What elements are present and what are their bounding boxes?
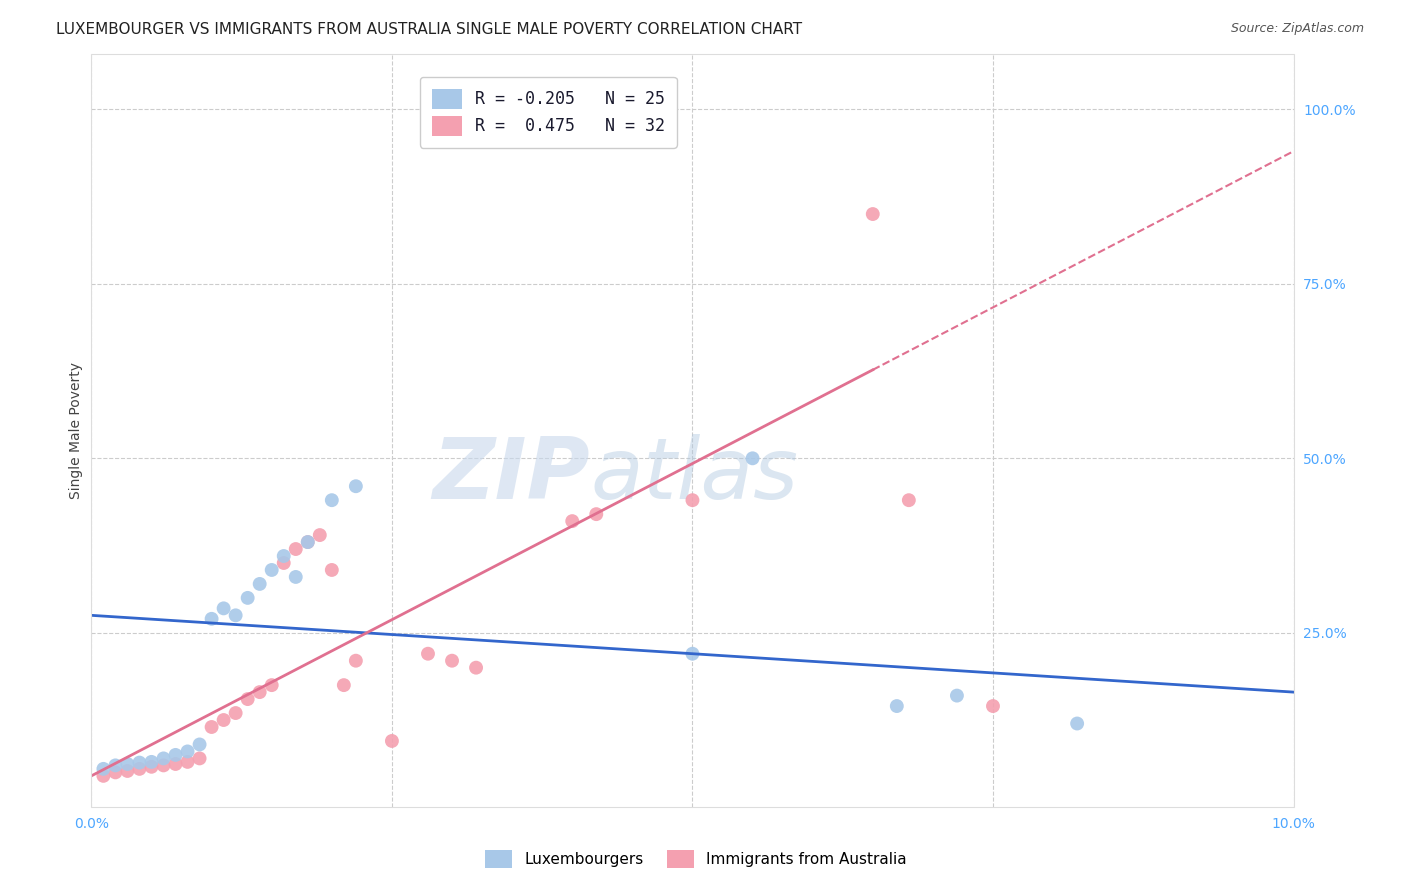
Point (117, 764, 139, 778)
Point (176, 755, 198, 769)
Point (440, 654, 463, 668)
Point (212, 713, 235, 727)
Point (273, 549, 295, 563)
Point (886, 699, 908, 714)
Point (165, 747, 187, 762)
Point (297, 535, 319, 549)
Point (321, 563, 343, 577)
Point (188, 738, 211, 752)
Point (897, 493, 920, 508)
Point (117, 756, 139, 771)
Point (201, 612, 224, 626)
Point (212, 601, 235, 615)
Legend: Luxembourgers, Immigrants from Australia: Luxembourgers, Immigrants from Australia (478, 844, 914, 873)
Point (344, 479, 367, 493)
Point (862, 207, 884, 221)
Point (152, 758, 174, 772)
Point (333, 678, 356, 692)
Point (104, 758, 127, 772)
Point (201, 720, 224, 734)
Point (236, 692, 259, 706)
Point (741, 451, 763, 466)
Point (225, 608, 247, 623)
Point (381, 734, 404, 748)
Point (141, 760, 163, 774)
Point (176, 744, 198, 758)
Point (681, 493, 703, 508)
Point (946, 689, 969, 703)
Point (128, 762, 150, 776)
Point (681, 647, 703, 661)
Point (297, 535, 319, 549)
Point (165, 756, 187, 771)
Point (188, 751, 211, 765)
Text: atlas: atlas (591, 434, 799, 517)
Point (93, 769, 115, 783)
Point (249, 577, 271, 591)
Text: ZIP: ZIP (433, 434, 591, 517)
Point (284, 542, 307, 557)
Point (981, 699, 1004, 714)
Point (1066, 716, 1088, 731)
Point (152, 751, 174, 765)
Point (308, 528, 330, 542)
Point (93, 762, 115, 776)
Y-axis label: Single Male Poverty: Single Male Poverty (69, 362, 83, 499)
Point (128, 756, 150, 770)
Point (141, 755, 163, 769)
Point (236, 591, 259, 605)
Point (344, 654, 367, 668)
Legend: R = -0.205   N = 25, R =  0.475   N = 32: R = -0.205 N = 25, R = 0.475 N = 32 (420, 77, 676, 147)
Point (249, 685, 271, 699)
Point (465, 661, 488, 675)
Point (225, 706, 247, 720)
Point (273, 556, 295, 570)
Text: Source: ZipAtlas.com: Source: ZipAtlas.com (1230, 22, 1364, 36)
Point (416, 647, 439, 661)
Point (585, 507, 607, 521)
Text: LUXEMBOURGER VS IMMIGRANTS FROM AUSTRALIA SINGLE MALE POVERTY CORRELATION CHART: LUXEMBOURGER VS IMMIGRANTS FROM AUSTRALI… (56, 22, 803, 37)
Point (104, 765, 127, 780)
Point (260, 563, 283, 577)
Point (321, 493, 343, 508)
Point (561, 514, 583, 528)
Point (260, 678, 283, 692)
Point (284, 570, 307, 584)
